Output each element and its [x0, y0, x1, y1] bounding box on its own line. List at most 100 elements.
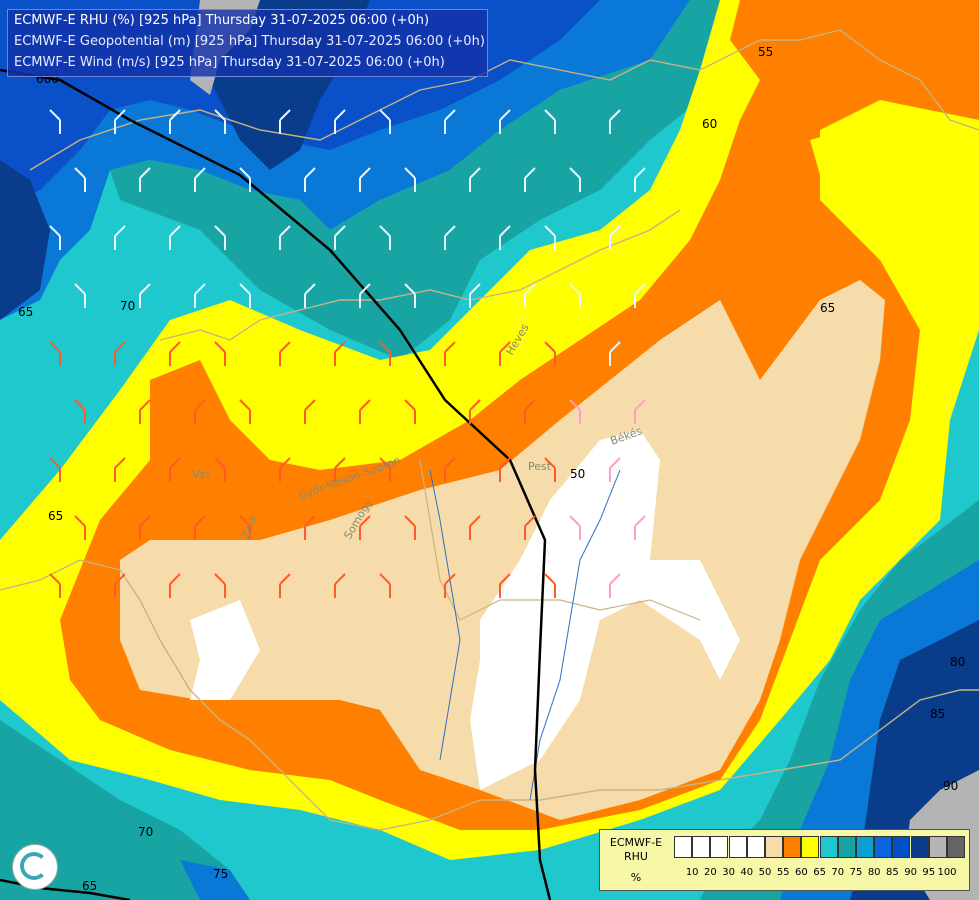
country-border-south — [0, 559, 979, 831]
wind-barb — [569, 167, 581, 192]
wind-barb — [114, 573, 126, 598]
wind-barb — [279, 225, 291, 250]
wind-barb — [444, 225, 456, 250]
wind-barb — [239, 515, 251, 540]
wind-barb — [499, 225, 511, 250]
legend-tick-label: 90 — [904, 867, 917, 878]
legend-swatch — [928, 836, 947, 858]
wind-barb — [114, 109, 126, 134]
weather-service-logo-icon[interactable] — [12, 844, 58, 890]
wind-barb — [444, 457, 456, 482]
country-border-mid — [159, 209, 681, 341]
rhu-band-50-55 — [120, 280, 885, 820]
wind-barb — [194, 167, 206, 192]
wind-barb — [139, 283, 151, 308]
wind-barb — [524, 167, 536, 192]
legend-swatch — [674, 836, 692, 858]
legend-swatch — [947, 836, 965, 858]
wind-barb — [169, 573, 181, 598]
wind-barb — [404, 283, 416, 308]
contour-label: 65 — [82, 879, 97, 893]
wind-barb — [114, 457, 126, 482]
region-label: Pest — [528, 460, 552, 473]
wind-barb — [214, 573, 226, 598]
region-label: Vas — [192, 468, 211, 481]
wind-barb — [609, 573, 621, 598]
legend-swatch — [837, 836, 856, 858]
wind-barb — [379, 341, 391, 366]
logo-swirl-icon — [20, 852, 48, 880]
wind-barb — [74, 167, 86, 192]
contour-label: 55 — [758, 45, 773, 59]
wind-barb — [334, 225, 346, 250]
wind-barb — [524, 399, 536, 424]
wind-barbs-layer — [49, 109, 646, 598]
map-title-box: ECMWF-E RHU (%) [925 hPa] Thursday 31-07… — [7, 9, 488, 77]
wind-barb — [609, 109, 621, 134]
wind-barb — [49, 341, 61, 366]
wind-barb — [544, 341, 556, 366]
legend-swatch — [783, 836, 802, 858]
wind-barb — [74, 399, 86, 424]
wind-barb — [544, 109, 556, 134]
contour-label: 65 — [18, 305, 33, 319]
wind-barb — [304, 167, 316, 192]
wind-barb — [569, 399, 581, 424]
wind-barb — [499, 573, 511, 598]
wind-barb — [609, 457, 621, 482]
wind-barb — [169, 109, 181, 134]
legend-tick-label: 55 — [776, 867, 790, 878]
legend-swatch — [856, 836, 874, 858]
rhu-band-80-85-sw — [180, 860, 250, 900]
wind-barb — [444, 109, 456, 134]
wind-barb — [499, 341, 511, 366]
river-tisza — [529, 469, 621, 801]
wind-barb — [359, 515, 371, 540]
wind-barb — [609, 341, 621, 366]
wind-barb — [239, 399, 251, 424]
geopotential-600-line — [0, 68, 552, 900]
legend-swatch — [819, 836, 838, 858]
legend-swatch — [874, 836, 893, 858]
wind-barb — [359, 283, 371, 308]
wind-barb — [334, 341, 346, 366]
wind-barb — [279, 573, 291, 598]
wind-barb — [214, 457, 226, 482]
wind-barb — [214, 109, 226, 134]
wind-barb — [404, 399, 416, 424]
wind-barb — [74, 515, 86, 540]
legend-tick-label: 20 — [704, 867, 717, 878]
wind-barb — [379, 109, 391, 134]
wind-barb — [379, 225, 391, 250]
country-border-north — [29, 29, 979, 171]
rhu-band-60-65-ne — [810, 120, 979, 260]
wind-barb — [139, 399, 151, 424]
wind-barb — [444, 573, 456, 598]
contour-label: 65 — [48, 509, 63, 523]
wind-barb — [49, 225, 61, 250]
title-wind: ECMWF-E Wind (m/s) [925 hPa] Thursday 31… — [14, 55, 445, 70]
wind-barb — [334, 573, 346, 598]
rhu-legend: ECMWF-E RHU % 10 20 30 40 50 55 60 65 70 75 80 85 90… — [599, 829, 970, 891]
legend-unit: % — [630, 871, 642, 884]
wind-barb — [499, 457, 511, 482]
wind-barb — [404, 167, 416, 192]
legend-tick-label: 75 — [849, 867, 863, 878]
wind-barb — [469, 399, 481, 424]
legend-swatch — [728, 836, 747, 858]
wind-barb — [469, 283, 481, 308]
contour-label: 50 — [570, 467, 585, 481]
legend-swatch — [746, 836, 765, 858]
contour-label: 70 — [120, 299, 135, 313]
wind-barb — [279, 109, 291, 134]
wind-barb — [279, 341, 291, 366]
wind-barb — [334, 109, 346, 134]
wind-barb — [544, 225, 556, 250]
rhu-band-75-80 — [110, 0, 760, 360]
wind-barb — [49, 457, 61, 482]
wind-barb — [379, 457, 391, 482]
wind-barb — [634, 283, 646, 308]
wind-barb — [609, 225, 621, 250]
